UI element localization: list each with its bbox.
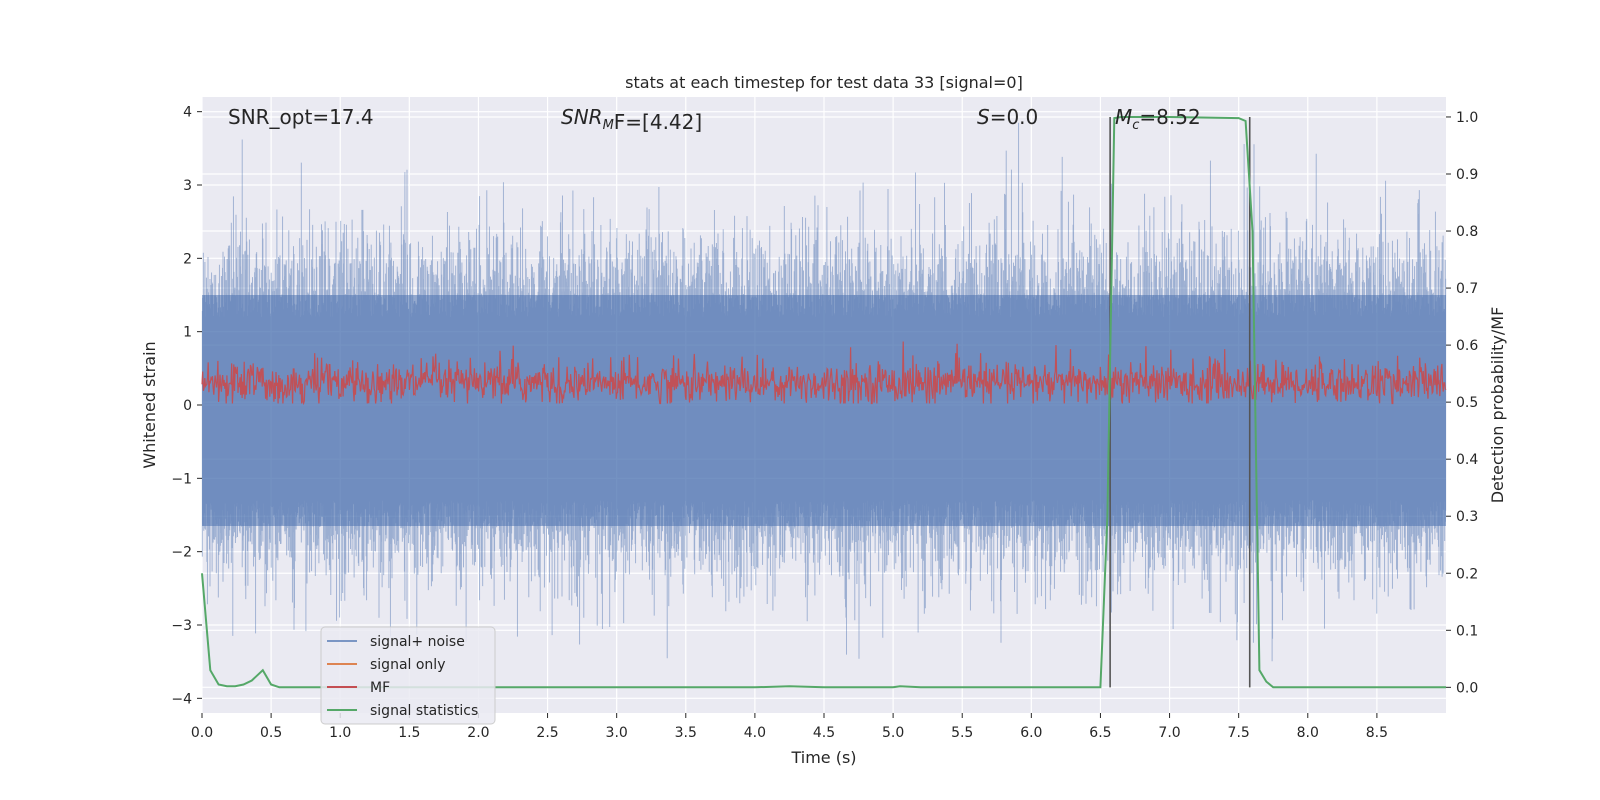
mf-trace <box>201 341 1447 406</box>
y-left-tick-label: −1 <box>171 471 192 487</box>
y-right-tick-label: 0.1 <box>1456 623 1478 639</box>
y-right-tick-label: 0.2 <box>1456 566 1478 582</box>
x-tick-label: 2.5 <box>536 725 558 741</box>
x-tick-label: 6.5 <box>1089 725 1111 741</box>
x-tick-label: 3.5 <box>675 725 697 741</box>
series-signal-statistics <box>201 116 1446 689</box>
y-left-tick-label: 4 <box>183 105 192 121</box>
annotation-s-italic: S <box>977 105 990 129</box>
x-axis-label: Time (s) <box>790 748 856 767</box>
y-right-tick-label: 0.3 <box>1456 509 1478 525</box>
x-tick-label: 5.0 <box>882 725 904 741</box>
legend-label: signal statistics <box>370 703 478 719</box>
series-mf <box>201 341 1447 406</box>
y-left-tick-label: 1 <box>183 325 192 341</box>
annotation-snr-opt: SNR_opt=17.4 <box>228 105 374 129</box>
x-tick-label: 2.0 <box>467 725 489 741</box>
annotation-snr-mf: SNRMF=[4.42] <box>561 105 702 134</box>
y-left-tick-label: 2 <box>183 251 192 267</box>
x-tick-label: 1.0 <box>329 725 351 741</box>
y-right-tick-label: 0.0 <box>1456 680 1478 696</box>
x-tick-label: 4.0 <box>744 725 766 741</box>
y-right-tick-label: 1.0 <box>1456 110 1478 126</box>
y-axis-label-right: Detection probability/MF <box>1488 307 1507 504</box>
annotation-mc-sub: c <box>1132 118 1139 133</box>
annotations: SNR_opt=17.4 SNRMF=[4.42] S=0.0 Mc=8.52 <box>228 105 1201 134</box>
annotation-s: S=0.0 <box>977 105 1038 129</box>
series-signal-plus-noise <box>201 122 1447 662</box>
y-right-tick-label: 0.9 <box>1456 167 1478 183</box>
x-tick-label: 5.5 <box>951 725 973 741</box>
y-left-tick-label: −2 <box>171 545 192 561</box>
signal-statistics-line <box>201 116 1446 689</box>
annotation-snr-mf-tail: F=[4.42] <box>614 110 702 134</box>
x-tick-label: 4.5 <box>813 725 835 741</box>
x-tick-label: 7.5 <box>1228 725 1250 741</box>
x-tick-label: 0.0 <box>191 725 213 741</box>
y-left-tick-label: 3 <box>183 178 192 194</box>
legend: signal+ noise signal only MF signal statist… <box>320 626 496 725</box>
y-right-tick-label: 0.6 <box>1456 338 1478 354</box>
x-tick-label: 7.0 <box>1158 725 1180 741</box>
annotation-snr-mf-italic: SNR <box>561 105 603 129</box>
y-axis-label-left: Whitened strain <box>140 341 159 468</box>
x-tick-label: 3.0 <box>606 725 628 741</box>
y-right-tick-label: 0.8 <box>1456 224 1478 240</box>
annotation-snr-mf-sub: M <box>603 118 614 133</box>
legend-label: signal only <box>370 657 445 673</box>
x-tick-label: 6.0 <box>1020 725 1042 741</box>
annotation-mc: Mc=8.52 <box>1115 105 1201 133</box>
x-tick-label: 0.5 <box>260 725 282 741</box>
annotation-s-tail: =0.0 <box>990 105 1039 129</box>
axes: 0.0 0.5 1.0 1.5 2.0 2.5 3.0 3.5 4.0 4.5 5.0 5.5 6.0 6… <box>140 73 1507 767</box>
y-left-tick-label: 0 <box>183 398 192 414</box>
x-tick-label: 8.5 <box>1366 725 1388 741</box>
legend-label: signal+ noise <box>370 634 465 650</box>
y-right-tick-label: 0.7 <box>1456 281 1478 297</box>
y-left-tick-label: −3 <box>171 618 192 634</box>
y-left-tick-label: −4 <box>171 691 192 707</box>
legend-box <box>320 626 496 725</box>
legend-label: MF <box>370 680 390 696</box>
x-tick-label: 8.0 <box>1297 725 1319 741</box>
y-right-tick-label: 0.4 <box>1456 452 1478 468</box>
annotation-mc-tail: =8.52 <box>1139 105 1200 129</box>
annotation-mc-italic: M <box>1115 105 1132 129</box>
x-tick-label: 1.5 <box>398 725 420 741</box>
y-right-tick-label: 0.5 <box>1456 395 1478 411</box>
chart-title: stats at each timestep for test data 33 … <box>625 73 1023 92</box>
